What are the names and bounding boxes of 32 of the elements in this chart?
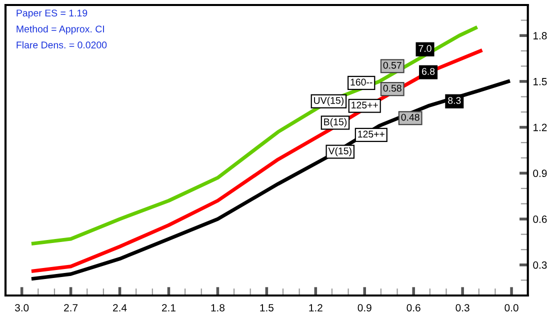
annotation: Method = Approx. CI — [16, 25, 104, 34]
x-tick-label: 1.5 — [260, 304, 274, 312]
annotation: 0.57 — [383, 62, 402, 69]
y-tick-label: 0.3 — [533, 261, 547, 269]
annotation: 160-- — [350, 78, 372, 86]
y-tick-label: 0.6 — [533, 216, 547, 223]
x-tick-label: 2.7 — [64, 304, 78, 312]
x-tick-label: 2.4 — [113, 304, 127, 312]
annotation: 125++ — [358, 130, 384, 138]
y-tick-label: 1.5 — [534, 78, 547, 86]
annotation: 7.0 — [418, 45, 432, 52]
annotation: 6.8 — [422, 68, 435, 75]
x-tick-label: 0.3 — [456, 304, 470, 312]
x-tick-label: 0.6 — [406, 304, 420, 312]
annotation: V(15) — [328, 147, 352, 156]
annotation: 8.3 — [448, 97, 461, 104]
annotation: Paper ES = 1.19 — [16, 10, 88, 18]
y-tick-label: 1.2 — [534, 124, 547, 132]
annotation: B(15) — [324, 118, 347, 128]
annotation: 0.58 — [383, 84, 402, 92]
annotation: 125++ — [352, 102, 378, 108]
x-tick-label: 0.9 — [358, 304, 372, 312]
y-tick-label: 0.9 — [533, 170, 547, 178]
annotation: Flare Dens. = 0.0200 — [16, 41, 107, 48]
line-series — [31, 80, 510, 280]
x-tick-label: 1.8 — [211, 304, 224, 312]
y-tick-label: 1.8 — [534, 32, 547, 40]
x-tick-label: 0.0 — [504, 304, 518, 312]
x-tick-label: 2.1 — [162, 304, 176, 312]
x-tick-label: 3.0 — [14, 304, 29, 312]
annotation: 0.48 — [401, 114, 420, 121]
x-tick-label: 1.2 — [309, 304, 322, 312]
